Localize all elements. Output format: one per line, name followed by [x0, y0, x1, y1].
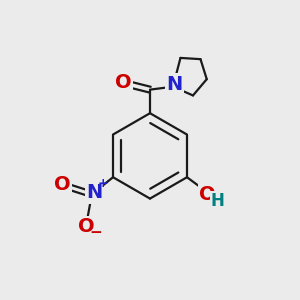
Text: N: N	[166, 75, 183, 94]
Text: +: +	[98, 177, 108, 190]
Text: N: N	[87, 183, 103, 202]
Text: H: H	[210, 192, 224, 210]
Text: O: O	[78, 217, 94, 236]
Text: O: O	[54, 175, 71, 194]
Text: −: −	[89, 225, 102, 240]
Text: O: O	[199, 185, 216, 204]
Text: O: O	[115, 74, 132, 92]
